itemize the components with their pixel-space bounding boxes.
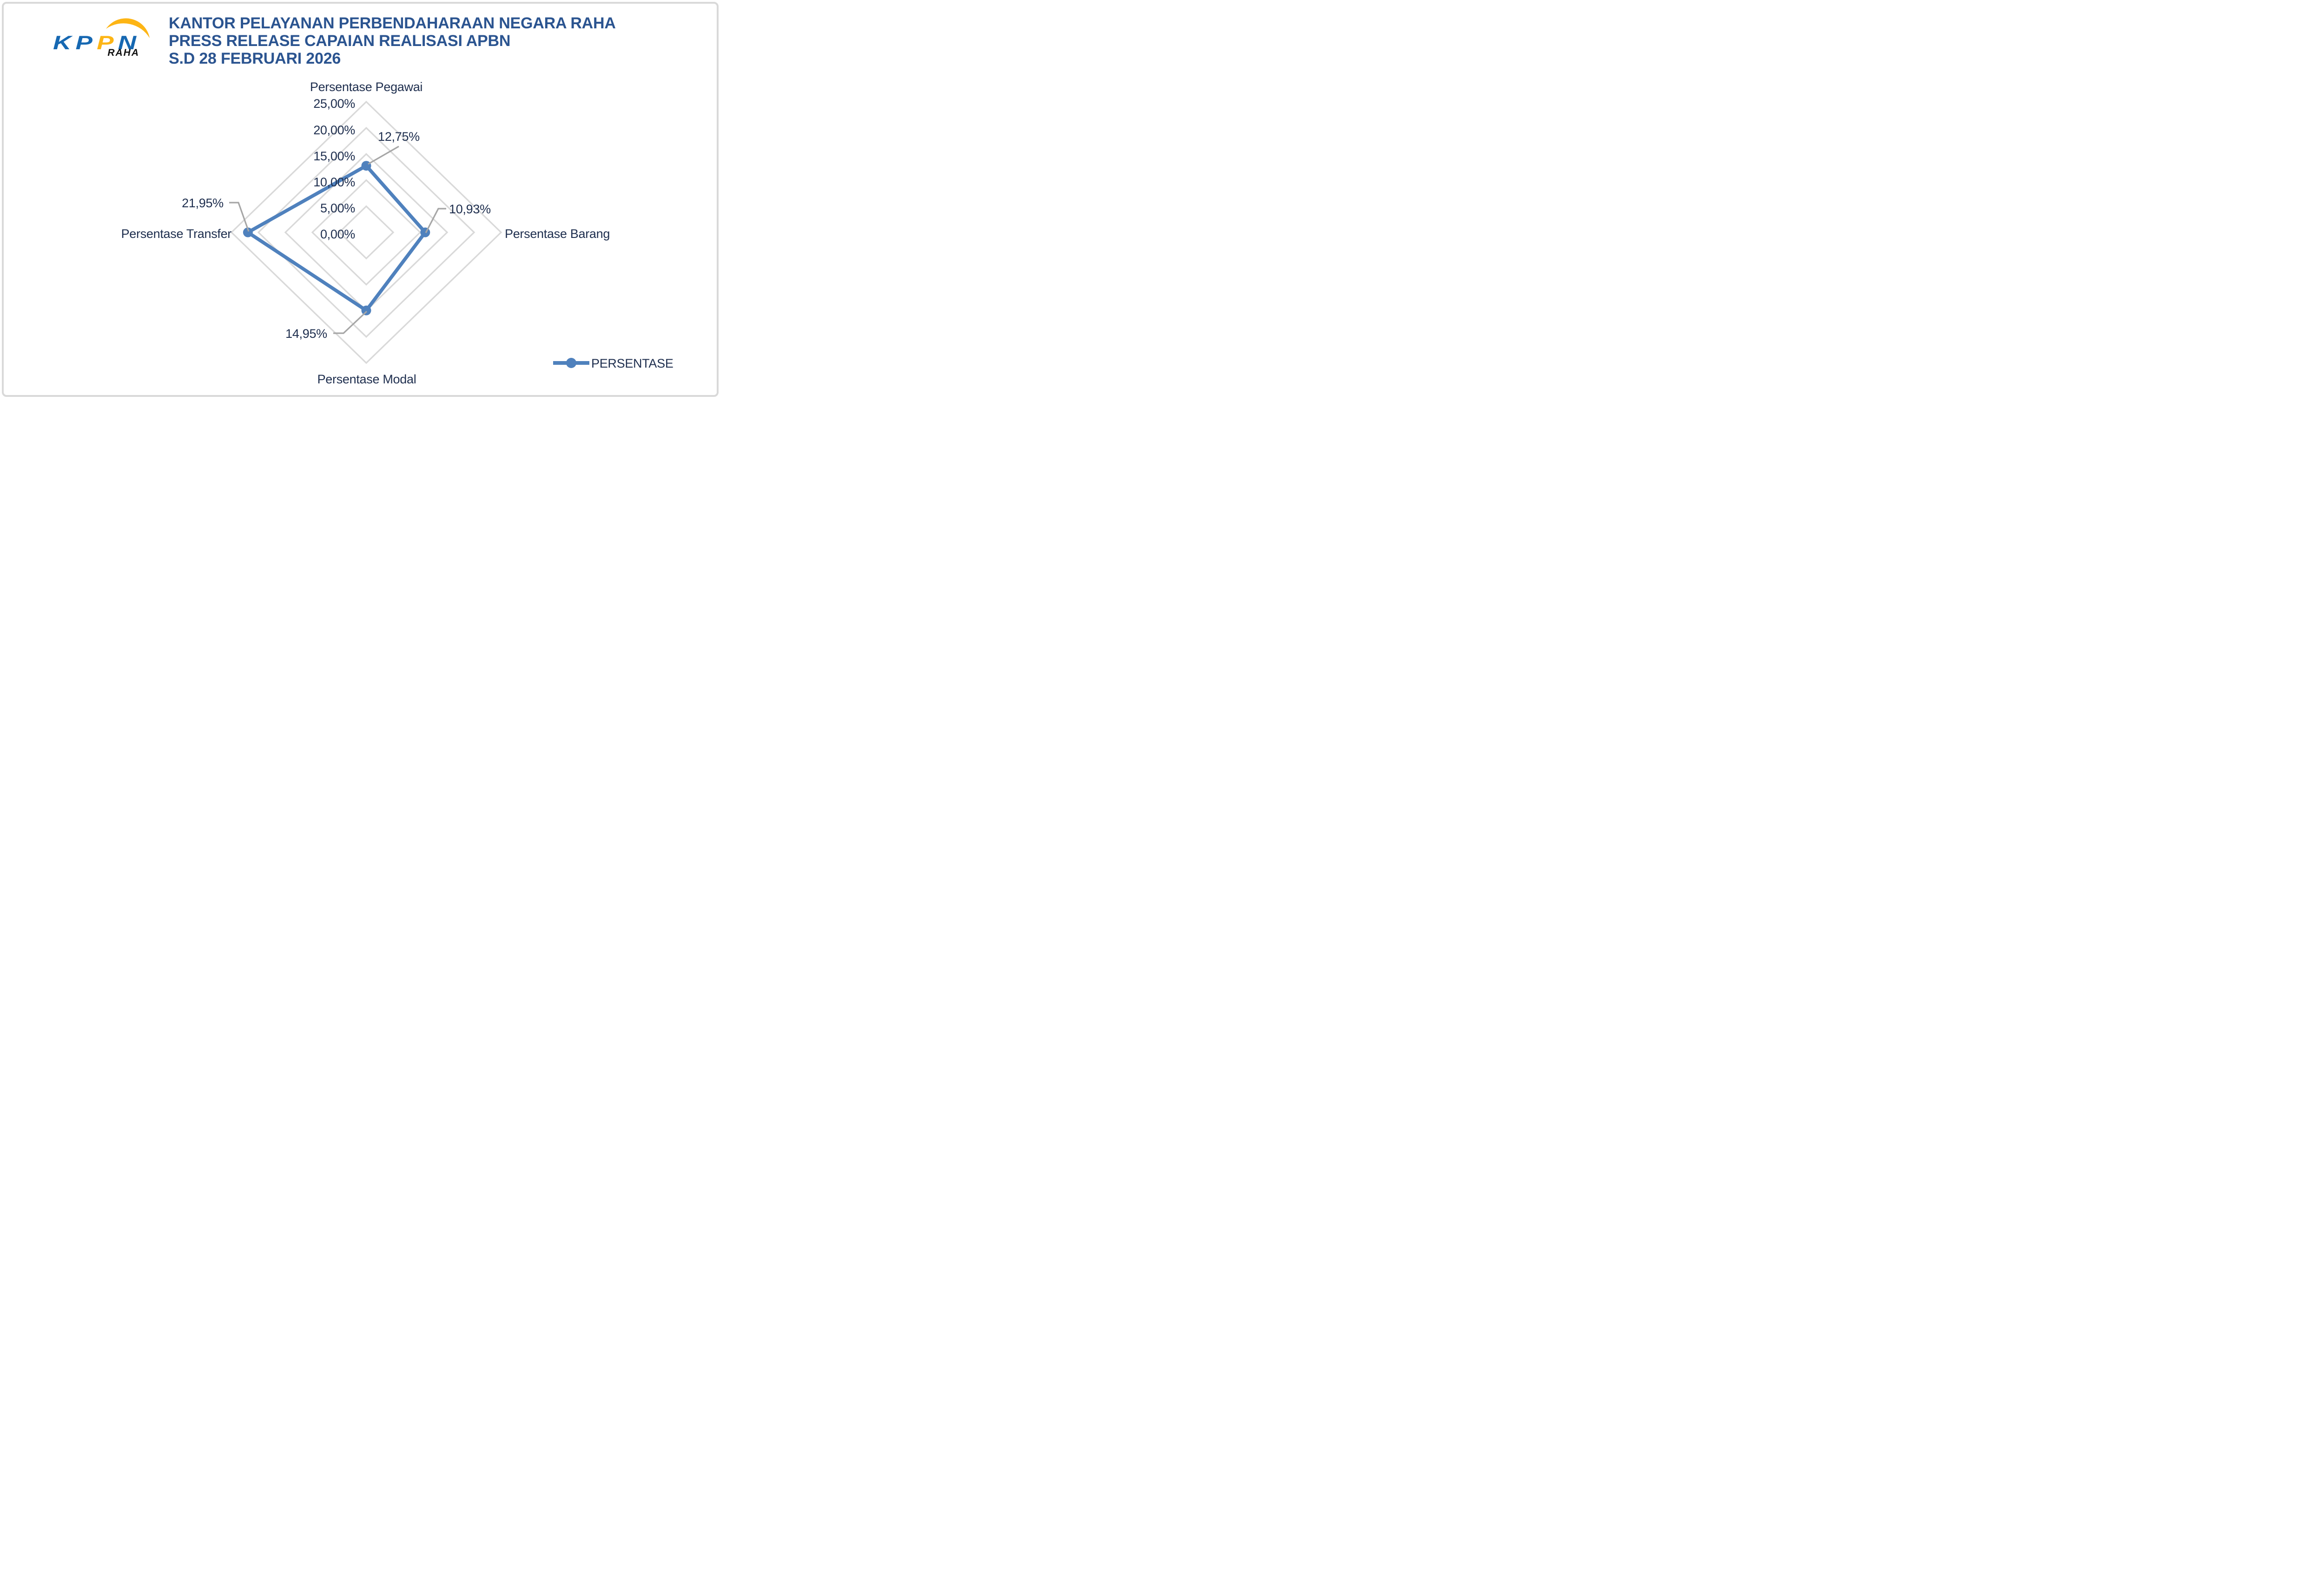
value-label-pegawai: 12,75% bbox=[378, 130, 420, 144]
leader-line-pegawai bbox=[368, 145, 399, 165]
logo-letter: P bbox=[75, 32, 97, 53]
grid-ring-10pct bbox=[311, 179, 422, 286]
legend-series-label: PERSENTASE bbox=[591, 356, 673, 370]
axis-tick-25: 25,00% bbox=[313, 97, 355, 111]
value-label-transfer: 21,95% bbox=[182, 196, 224, 210]
data-point-transfer bbox=[243, 227, 253, 237]
leader-line-modal bbox=[333, 310, 368, 334]
grid-ring-25pct bbox=[230, 100, 502, 364]
axis-tick-10: 10,00% bbox=[313, 175, 355, 189]
axis-tick-5: 5,00% bbox=[320, 201, 355, 215]
title-line-3: S.D 28 FEBRUARI 2026 bbox=[169, 50, 341, 67]
leader-line-barang bbox=[425, 208, 446, 233]
category-label-transfer: Persentase Transfer bbox=[121, 227, 232, 241]
grid-ring-20pct bbox=[257, 126, 475, 338]
title-line-1: KANTOR PELAYANAN PERBENDAHARAAN NEGARA R… bbox=[169, 14, 616, 32]
grid-ring-5pct bbox=[338, 205, 395, 260]
radar-chart bbox=[229, 100, 589, 368]
leader-line-transfer bbox=[229, 202, 250, 232]
logo-text-raha: RAHA bbox=[107, 47, 139, 58]
value-label-barang: 10,93% bbox=[449, 202, 491, 216]
legend-marker-icon bbox=[566, 358, 576, 368]
category-label-barang: Persentase Barang bbox=[505, 227, 610, 241]
kppn-raha-logo: KPPN RAHA bbox=[53, 18, 160, 84]
logo-letter: N bbox=[118, 32, 141, 53]
axis-tick-0: 0,00% bbox=[320, 227, 355, 241]
category-label-modal: Persentase Modal bbox=[317, 372, 416, 386]
logo-text-kppn: KPPN bbox=[53, 32, 140, 54]
category-label-pegawai: Persentase Pegawai bbox=[310, 80, 423, 94]
title-line-2: PRESS RELEASE CAPAIAN REALISASI APBN bbox=[169, 32, 511, 50]
logo-swoosh-icon bbox=[106, 18, 150, 38]
report-title: KANTOR PELAYANAN PERBENDAHARAAN NEGARA R… bbox=[169, 14, 616, 67]
axis-tick-15: 15,00% bbox=[313, 149, 355, 163]
value-label-modal: 14,95% bbox=[285, 327, 327, 341]
axis-tick-20: 20,00% bbox=[313, 123, 355, 137]
logo-letter: P bbox=[97, 32, 118, 53]
logo-letter: K bbox=[53, 32, 76, 53]
data-point-modal bbox=[361, 305, 371, 316]
